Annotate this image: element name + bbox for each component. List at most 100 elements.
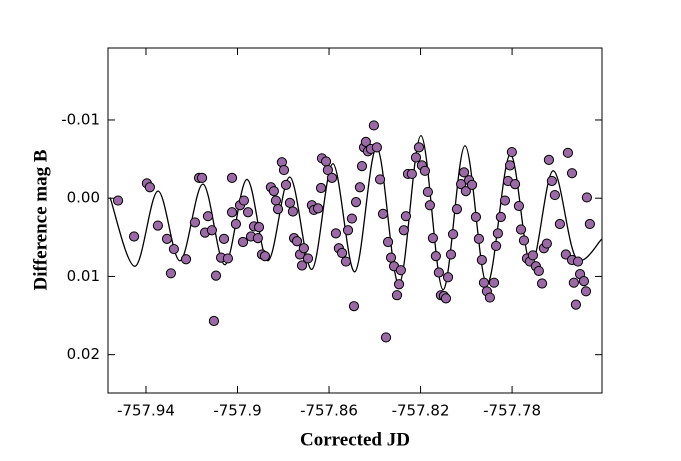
data-point: [427, 233, 439, 244]
data-point: [348, 301, 360, 312]
data-point: [152, 220, 163, 231]
data-point: [495, 211, 506, 223]
data-point: [506, 146, 517, 158]
data-point: [222, 253, 233, 264]
data-point: [342, 225, 354, 236]
x-tick-label: -757.9: [213, 402, 261, 420]
data-point: [284, 197, 296, 208]
data-point: [210, 270, 222, 281]
data-point: [302, 253, 314, 264]
data-point: [287, 206, 298, 217]
data-point: [566, 168, 578, 179]
data-point: [165, 268, 177, 279]
data-point: [371, 142, 382, 153]
data-point: [536, 278, 548, 289]
data-point: [368, 120, 379, 131]
data-point: [473, 233, 485, 244]
data-point: [543, 154, 555, 165]
data-point: [226, 172, 238, 183]
data-point: [322, 164, 333, 176]
data-point: [354, 182, 366, 193]
data-point: [398, 225, 409, 236]
data-point: [252, 233, 263, 244]
data-point: [382, 236, 394, 248]
data-point: [315, 182, 327, 194]
data-point: [380, 332, 392, 343]
data-point: [226, 207, 238, 218]
data-point: [504, 160, 516, 171]
data-point: [346, 213, 358, 224]
data-point: [546, 175, 557, 187]
data-point: [268, 186, 279, 197]
data-point: [541, 238, 552, 249]
data-point: [572, 256, 584, 267]
x-tick-label: -757.86: [300, 402, 358, 420]
data-point: [488, 277, 500, 288]
data-point: [393, 279, 405, 290]
data-point: [518, 235, 530, 246]
x-axis-label: Corrected JD: [300, 429, 410, 450]
data-point: [578, 276, 590, 287]
data-point: [128, 231, 140, 242]
data-point: [451, 204, 463, 215]
data-point: [272, 204, 284, 215]
data-point: [533, 265, 544, 277]
data-point: [445, 249, 457, 260]
data-point: [447, 229, 459, 240]
data-point: [466, 179, 478, 191]
data-point: [419, 165, 431, 176]
data-point: [218, 233, 230, 244]
data-point: [377, 208, 389, 219]
data-point: [490, 240, 502, 252]
data-point: [509, 179, 521, 190]
data-point: [280, 179, 292, 191]
data-point: [460, 186, 471, 197]
data-point: [581, 192, 592, 203]
y-tick-label: -0.01: [61, 110, 100, 128]
data-point: [298, 243, 309, 254]
data-point: [549, 189, 560, 201]
data-point: [168, 243, 179, 255]
data-point: [242, 207, 254, 218]
data-point: [442, 272, 454, 283]
data-point: [230, 218, 242, 230]
data-point: [259, 250, 271, 262]
data-point: [424, 200, 436, 211]
data-point: [112, 195, 124, 206]
data-point: [278, 164, 290, 176]
data-point: [391, 290, 403, 301]
data-point: [238, 195, 250, 206]
y-tick-label: 0.02: [67, 345, 100, 363]
data-point: [270, 195, 282, 206]
data-point: [208, 315, 220, 327]
data-point: [554, 218, 565, 230]
data-point: [330, 228, 341, 239]
data-point: [580, 286, 592, 297]
data-point: [527, 250, 538, 261]
data-point: [161, 233, 173, 244]
data-point: [202, 211, 214, 222]
data-point: [410, 152, 422, 163]
y-axis-label: Difference mag B: [30, 149, 51, 290]
data-point: [413, 142, 425, 153]
data-point: [455, 179, 467, 190]
x-tick-label: -757.94: [117, 402, 175, 420]
data-point: [350, 197, 362, 208]
data-point: [568, 277, 579, 288]
data-point: [400, 211, 412, 222]
data-point: [340, 256, 352, 267]
data-point: [374, 174, 386, 185]
data-point: [484, 292, 495, 303]
y-tick-label: 0.01: [67, 267, 100, 285]
data-point: [360, 136, 371, 147]
data-point: [422, 186, 433, 198]
data-point: [253, 222, 265, 233]
data-point: [433, 267, 444, 278]
data-point: [406, 168, 417, 180]
data-point: [584, 218, 595, 230]
x-tick-label: -757.78: [483, 402, 541, 420]
data-point: [570, 299, 582, 310]
data-point: [476, 254, 487, 266]
